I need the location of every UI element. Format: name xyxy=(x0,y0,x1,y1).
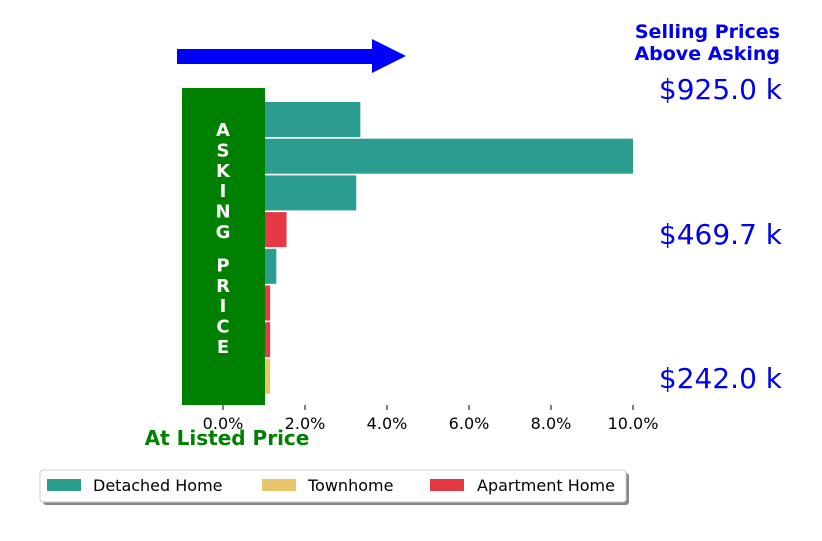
legend-label: Detached Home xyxy=(93,476,223,495)
asking-price-letter: P xyxy=(216,255,229,276)
asking-price-letter: I xyxy=(220,181,227,202)
legend-label: Apartment Home xyxy=(477,476,615,495)
asking-price-letter: C xyxy=(216,317,229,338)
x-axis-ticks: 0.0% 2.0% 4.0% 6.0% 8.0% 10.0% xyxy=(203,405,659,433)
asking-price-letter: G xyxy=(216,222,231,243)
direction-arrow xyxy=(177,39,406,73)
price-label-bottom: $242.0 k xyxy=(659,362,783,395)
legend-swatch xyxy=(262,479,296,491)
x-tick-label: 8.0% xyxy=(531,414,572,433)
asking-price-letter: A xyxy=(216,120,230,141)
x-tick-label: 2.0% xyxy=(285,414,326,433)
asking-price-letter: E xyxy=(217,337,229,358)
asking-price-letter: S xyxy=(217,140,230,161)
legend-label: Townhome xyxy=(307,476,393,495)
x-tick-label: 0.0% xyxy=(203,414,244,433)
asking-price-band xyxy=(182,88,265,405)
x-tick-label: 4.0% xyxy=(367,414,408,433)
legend: Detached Home Townhome Apartment Home xyxy=(39,469,629,505)
x-tick-label: 10.0% xyxy=(608,414,659,433)
corner-title-line-1: Selling Prices xyxy=(635,21,780,43)
x-axis-label: At Listed Price xyxy=(145,426,310,450)
legend-swatch xyxy=(47,479,81,491)
asking-price-letter: R xyxy=(216,276,230,297)
price-label-top: $925.0 k xyxy=(659,73,783,106)
asking-price-letter: K xyxy=(216,161,231,182)
legend-swatch xyxy=(430,479,464,491)
asking-price-letter: I xyxy=(220,296,227,317)
corner-title-line-2: Above Asking xyxy=(634,43,780,65)
price-label-middle: $469.7 k xyxy=(659,218,783,251)
x-tick-label: 6.0% xyxy=(449,414,490,433)
asking-price-letter: N xyxy=(215,202,230,223)
